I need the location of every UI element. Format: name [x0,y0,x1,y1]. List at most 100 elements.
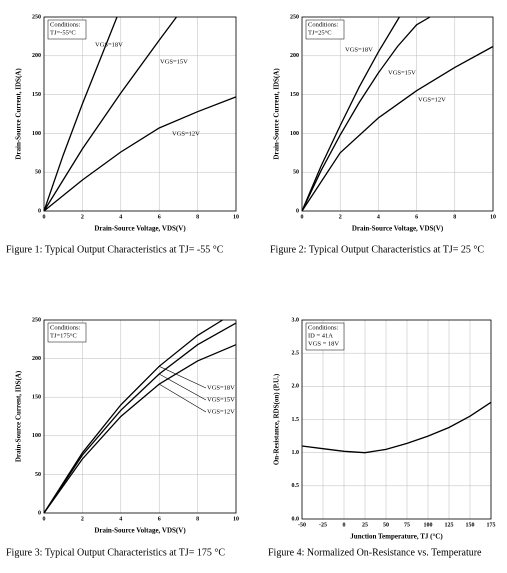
series-label: VGS=12V [172,130,200,137]
curve [43,344,237,514]
plot-area [44,17,236,211]
plot-frame [43,319,237,514]
y-axis-label: Drain-Source Current, IDS(A) [15,370,23,462]
x-tick-label: 25 [362,522,368,528]
curve [43,322,237,514]
x-tick-label: 125 [445,522,454,528]
conditions-text: Conditions: [308,21,339,28]
series-label: VGS=15V [160,58,188,65]
y-tick-label: 1.0 [292,450,300,456]
leader-line [159,366,207,389]
x-tick-label: 4 [377,214,380,220]
conditions-box [305,19,345,40]
y-tick-label: 250 [32,14,41,20]
conditions-box [305,322,345,351]
y-tick-label: 0 [38,208,41,214]
conditions-text: Conditions: [308,324,339,331]
y-tick-label: 0.0 [292,516,300,522]
curve [43,319,223,514]
curve [301,45,494,212]
x-tick-label: 0 [43,516,46,522]
y-axis-label: Drain-Source Current, IDS(A) [15,68,23,160]
x-tick-label: 0 [301,214,304,220]
figure-caption: Figure 1: Typical Output Characteristics… [6,244,224,255]
y-tick-label: 2.5 [292,351,300,357]
x-axis-label: Drain-Source Voltage, VDS(V) [94,527,186,535]
curve [43,16,118,212]
x-axis-label: Drain-Source Voltage, VDS(V) [94,225,186,233]
y-tick-label: 3.0 [292,317,300,323]
conditions-box [47,19,87,40]
curve [43,96,237,212]
x-tick-label: 10 [490,214,496,220]
x-tick-label: 10 [233,214,239,220]
x-tick-label: -25 [319,522,327,528]
conditions-text: TJ=-55°C [50,29,76,36]
x-tick-label: 6 [158,516,161,522]
x-tick-label: 0 [343,522,346,528]
plot-area [302,17,493,211]
plot-frame [43,16,237,212]
y-tick-label: 100 [32,433,41,439]
y-tick-label: 250 [290,14,299,20]
curve [301,16,431,212]
leader-line [159,373,207,401]
conditions-text: Conditions: [50,324,81,331]
y-tick-label: 0 [296,208,299,214]
y-tick-label: 0 [38,510,41,516]
x-tick-label: 175 [487,522,496,528]
x-tick-label: -50 [298,522,306,528]
x-tick-label: 4 [119,214,122,220]
x-tick-label: 75 [404,522,410,528]
plot-frame [301,16,494,212]
plot-area [44,320,236,513]
x-tick-label: 100 [424,522,433,528]
curve [301,401,492,454]
figure-caption: Figure 3: Typical Output Characteristics… [6,547,225,558]
y-tick-label: 1.5 [292,417,300,423]
x-tick-label: 150 [466,522,475,528]
curve [43,16,178,212]
curve [301,16,400,212]
y-tick-label: 150 [290,92,299,98]
x-tick-label: 50 [383,522,389,528]
conditions-box [47,322,87,343]
conditions-text: ID = 41A [308,332,333,339]
conditions-text: TJ=175°C [50,332,77,339]
y-tick-label: 250 [32,317,41,323]
conditions-text: TJ=25°C [308,29,332,36]
x-tick-label: 8 [196,214,199,220]
y-tick-label: 150 [32,92,41,98]
figure-caption: Figure 2: Typical Output Characteristics… [270,244,484,255]
x-tick-label: 6 [415,214,418,220]
y-tick-label: 2.0 [292,384,300,390]
x-axis-label: Junction Temperature, TJ (°C) [350,533,443,541]
y-tick-label: 150 [32,395,41,401]
x-tick-label: 8 [196,516,199,522]
leader-line [159,383,207,413]
x-axis-label: Drain-Source Voltage, VDS(V) [352,225,444,233]
x-tick-label: 2 [339,214,342,220]
x-tick-label: 6 [158,214,161,220]
conditions-text: VGS = 18V [308,340,339,347]
x-tick-label: 10 [233,516,239,522]
y-tick-label: 200 [32,356,41,362]
conditions-text: Conditions: [50,21,81,28]
figure-caption: Figure 4: Normalized On-Resistance vs. T… [268,547,482,558]
y-axis-label: On-Resistance, RDS(on) (P.U.) [273,373,281,465]
y-axis-label: Drain-Source Current, IDS(A) [273,68,281,160]
series-label: VGS=18V [207,384,235,391]
y-tick-label: 100 [290,131,299,137]
y-tick-label: 0.5 [292,483,300,489]
x-tick-label: 0 [43,214,46,220]
series-label: VGS=15V [388,69,416,76]
series-label: VGS=12V [207,408,235,415]
y-tick-label: 50 [35,472,41,478]
y-tick-label: 50 [293,170,299,176]
series-label: VGS=12V [418,96,446,103]
series-label: VGS=15V [207,396,235,403]
y-tick-label: 50 [35,170,41,176]
x-tick-label: 8 [453,214,456,220]
x-tick-label: 2 [81,516,84,522]
